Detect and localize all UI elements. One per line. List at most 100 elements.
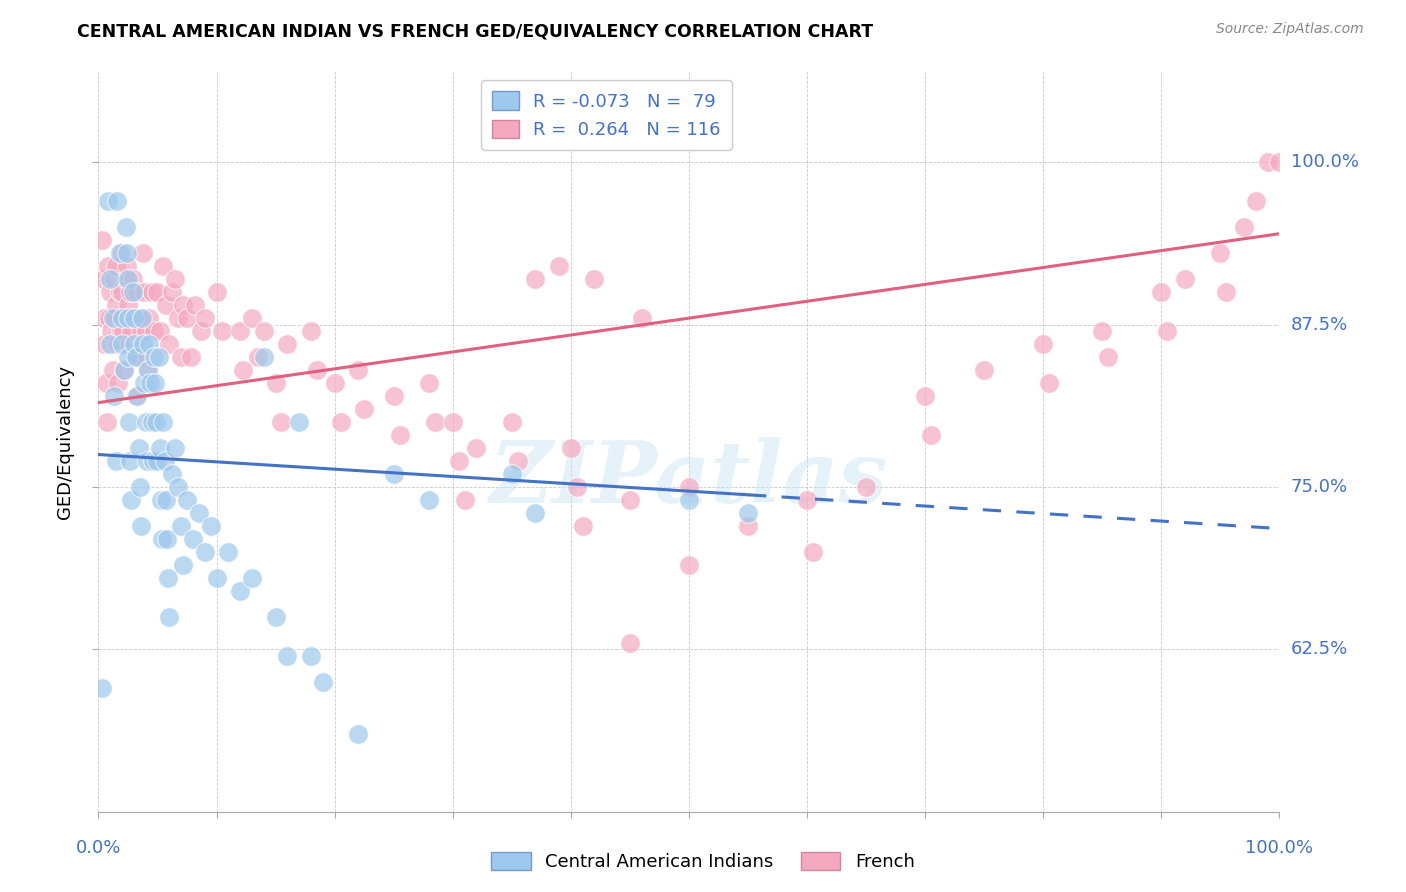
Point bbox=[135, 363, 157, 377]
Point bbox=[548, 259, 571, 273]
Text: 87.5%: 87.5% bbox=[1291, 316, 1348, 334]
Point bbox=[112, 324, 135, 338]
Point bbox=[129, 519, 152, 533]
Point bbox=[920, 428, 942, 442]
Point bbox=[134, 376, 156, 390]
Point bbox=[253, 324, 276, 338]
Point bbox=[111, 285, 134, 300]
Point bbox=[135, 454, 157, 468]
Point bbox=[423, 415, 446, 429]
Point bbox=[125, 350, 148, 364]
Text: 62.5%: 62.5% bbox=[1291, 640, 1348, 658]
Point bbox=[796, 493, 818, 508]
Point bbox=[117, 298, 139, 312]
Point bbox=[217, 545, 239, 559]
Point bbox=[157, 337, 180, 351]
Point bbox=[737, 519, 759, 533]
Point bbox=[104, 311, 127, 326]
Point bbox=[101, 363, 124, 377]
Point bbox=[136, 363, 159, 377]
Point bbox=[141, 285, 163, 300]
Point bbox=[132, 337, 155, 351]
Point bbox=[165, 272, 187, 286]
Point bbox=[172, 298, 194, 312]
Point bbox=[506, 454, 529, 468]
Point bbox=[103, 272, 125, 286]
Point bbox=[120, 285, 142, 300]
Point bbox=[1257, 155, 1279, 169]
Point bbox=[91, 272, 114, 286]
Point bbox=[181, 532, 204, 546]
Point bbox=[108, 246, 131, 260]
Point bbox=[122, 311, 145, 326]
Point bbox=[630, 311, 652, 326]
Point bbox=[323, 376, 346, 390]
Point bbox=[441, 415, 464, 429]
Text: 100.0%: 100.0% bbox=[1246, 839, 1313, 857]
Point bbox=[583, 272, 606, 286]
Point bbox=[121, 272, 143, 286]
Point bbox=[388, 428, 411, 442]
Point bbox=[678, 480, 700, 494]
Point bbox=[122, 337, 145, 351]
Point bbox=[270, 415, 292, 429]
Point bbox=[101, 311, 124, 326]
Point bbox=[166, 311, 188, 326]
Point bbox=[418, 493, 440, 508]
Point bbox=[229, 583, 252, 598]
Point bbox=[142, 324, 165, 338]
Point bbox=[91, 681, 114, 696]
Point bbox=[264, 376, 287, 390]
Point bbox=[194, 311, 217, 326]
Point bbox=[1156, 324, 1178, 338]
Point bbox=[276, 337, 298, 351]
Point bbox=[801, 545, 824, 559]
Point bbox=[157, 571, 180, 585]
Point bbox=[142, 454, 165, 468]
Point bbox=[305, 363, 328, 377]
Point bbox=[98, 337, 121, 351]
Point bbox=[139, 376, 162, 390]
Point bbox=[1209, 246, 1232, 260]
Point bbox=[156, 532, 179, 546]
Point bbox=[288, 415, 311, 429]
Point bbox=[96, 415, 118, 429]
Point bbox=[347, 727, 370, 741]
Point bbox=[120, 454, 142, 468]
Point bbox=[114, 220, 136, 235]
Point bbox=[105, 194, 128, 209]
Point bbox=[148, 350, 170, 364]
Point bbox=[1233, 220, 1256, 235]
Point bbox=[205, 571, 228, 585]
Point bbox=[107, 376, 129, 390]
Point bbox=[129, 324, 152, 338]
Point bbox=[132, 246, 155, 260]
Point bbox=[1038, 376, 1060, 390]
Point bbox=[1244, 194, 1267, 209]
Point bbox=[160, 467, 183, 481]
Point bbox=[125, 389, 148, 403]
Text: 100.0%: 100.0% bbox=[1291, 153, 1358, 171]
Point bbox=[127, 389, 149, 403]
Point bbox=[121, 493, 143, 508]
Point bbox=[165, 441, 187, 455]
Point bbox=[276, 648, 298, 663]
Point bbox=[93, 337, 115, 351]
Point bbox=[211, 324, 233, 338]
Point bbox=[231, 363, 253, 377]
Point bbox=[97, 194, 120, 209]
Point bbox=[149, 324, 172, 338]
Point bbox=[187, 506, 209, 520]
Text: Source: ZipAtlas.com: Source: ZipAtlas.com bbox=[1216, 22, 1364, 37]
Point bbox=[678, 558, 700, 572]
Point bbox=[128, 350, 150, 364]
Point bbox=[98, 285, 121, 300]
Point bbox=[94, 376, 117, 390]
Point bbox=[122, 311, 145, 326]
Point bbox=[560, 441, 582, 455]
Text: ZIPatlas: ZIPatlas bbox=[489, 437, 889, 520]
Point bbox=[143, 376, 166, 390]
Point bbox=[1174, 272, 1197, 286]
Point bbox=[737, 506, 759, 520]
Point bbox=[118, 337, 141, 351]
